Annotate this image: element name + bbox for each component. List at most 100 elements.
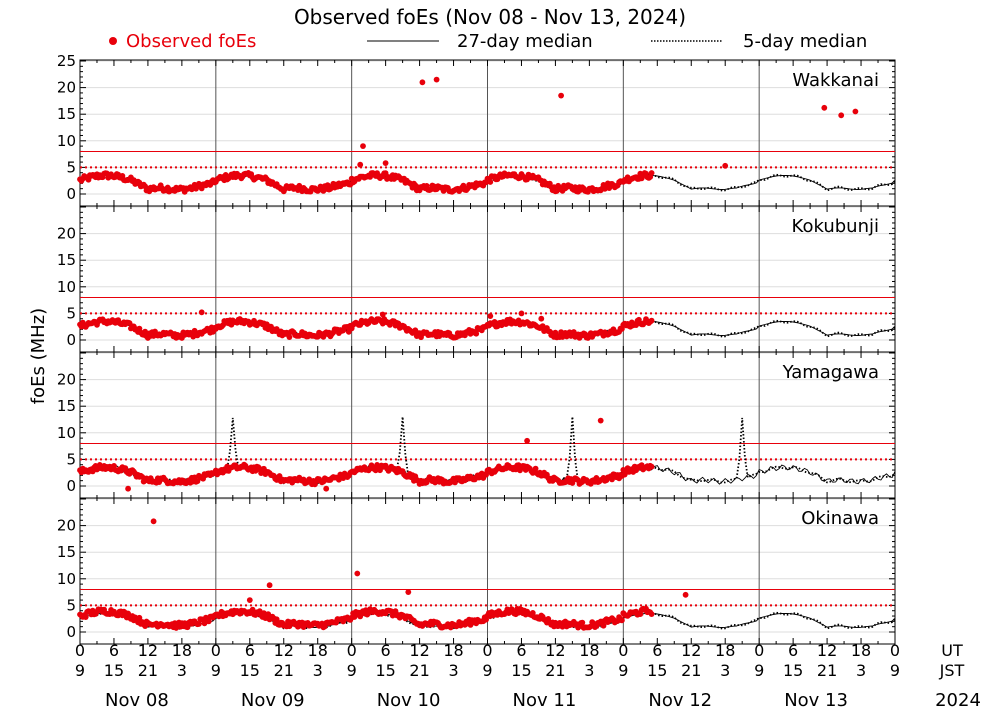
x-tick-label-ut: 18 [579, 641, 599, 660]
x-tick-label-jst: 21 [274, 661, 294, 680]
x-tick-label-jst: 15 [104, 661, 124, 680]
y-tick-label: 5 [66, 596, 76, 614]
x-tick-label-jst: 9 [75, 661, 85, 680]
observed-point [532, 465, 539, 472]
x-tick-label-ut: 12 [545, 641, 565, 660]
observed-point [487, 179, 494, 185]
x-tick-label-jst: 15 [511, 661, 531, 680]
observed-point-outlier [360, 143, 366, 150]
observed-point-outlier [266, 582, 273, 589]
x-tick-label-ut: 18 [443, 641, 463, 660]
observed-point [609, 476, 615, 483]
observed-point-outlier [487, 313, 494, 319]
observed-point-outlier [357, 161, 364, 168]
x-tick-label-ut: 6 [109, 641, 119, 660]
x-tick-label-jst: 3 [313, 661, 323, 680]
station-label: Kokubunji [792, 216, 879, 237]
legend: Observed foEs 27-day median 5-day median [109, 31, 867, 52]
legend-observed-label: Observed foEs [126, 31, 256, 52]
y-tick-label: 15 [57, 543, 76, 561]
x-tick-label-ut: 0 [75, 641, 85, 660]
station-label: Wakkanai [792, 70, 879, 91]
panel-okinawa: 0 5 10 15 20 Okinawa [57, 497, 896, 645]
x-tick-label-ut: 0 [890, 641, 900, 660]
chart-title: Observed foEs (Nov 08 - Nov 13, 2024) [294, 5, 686, 29]
observed-point-outlier [597, 417, 604, 424]
x-tick-label-ut: 6 [652, 641, 662, 660]
x-tick-label-ut: 18 [172, 641, 192, 660]
day-label: Nov 11 [513, 690, 577, 711]
x-tick-label-ut: 0 [347, 641, 357, 660]
x-tick-label-ut: 0 [754, 641, 764, 660]
x-tick-label-ut: 6 [516, 641, 526, 660]
observed-point-outlier [150, 518, 157, 525]
y-tick-label: 0 [66, 623, 76, 641]
day-label: Nov 10 [377, 690, 441, 711]
x-tick-label-ut: 6 [381, 641, 391, 660]
observed-point [196, 621, 202, 627]
observed-point [249, 606, 256, 613]
observed-point-outlier [379, 311, 386, 318]
observed-point-outlier [419, 79, 426, 86]
observed-point-outlier [125, 485, 131, 492]
x-tick-label-jst: 15 [240, 661, 260, 680]
x-tick-label-jst: 9 [618, 661, 628, 680]
panel-yamagawa: 0 5 10 15 20 Yamagawa [57, 351, 896, 499]
y-tick-label: 10 [57, 132, 76, 150]
panel-kokubunji: 0 5 10 15 20 Kokubunji [57, 205, 896, 353]
x-tick-label-ut: 18 [715, 641, 735, 660]
observed-point-outlier [323, 485, 330, 492]
observed-point [136, 614, 143, 621]
x-tick-label-jst: 21 [817, 661, 837, 680]
y-tick-label: 5 [66, 450, 76, 468]
jst-label: JST [939, 661, 965, 680]
y-axis-label: foEs (MHz) [28, 308, 49, 404]
observed-point [648, 317, 655, 324]
x-tick-label-ut: 0 [482, 641, 492, 660]
x-tick-label-jst: 15 [647, 661, 667, 680]
day-label: Nov 08 [105, 690, 169, 711]
observed-point [184, 624, 191, 631]
y-tick-label: 10 [57, 278, 76, 296]
x-tick-label-ut: 12 [409, 641, 429, 660]
observed-point [265, 611, 272, 618]
observed-point-outlier [198, 309, 205, 316]
x-tick-label-jst: 3 [856, 661, 866, 680]
x-tick-label-jst: 9 [347, 661, 357, 680]
observed-point-outlier [246, 597, 253, 603]
x-tick-label-jst: 9 [482, 661, 492, 680]
x-tick-label-ut: 12 [274, 641, 294, 660]
x-tick-label-jst: 21 [681, 661, 701, 680]
observed-point-outlier [518, 310, 525, 317]
y-tick-label: 20 [57, 371, 76, 389]
y-tick-label: 0 [66, 185, 76, 203]
observed-point [619, 617, 625, 624]
y-tick-label: 0 [66, 477, 76, 495]
x-tick-label-ut: 18 [308, 641, 328, 660]
y-tick-label: 20 [57, 517, 76, 535]
observed-point [648, 611, 655, 617]
x-tick-label-jst: 15 [375, 661, 395, 680]
observed-point [82, 614, 89, 620]
observed-point-outlier [538, 315, 545, 322]
x-tick-label-jst: 21 [409, 661, 429, 680]
legend-27day-label: 27-day median [457, 31, 593, 52]
x-tick-label-ut: 0 [618, 641, 628, 660]
legend-5day-label: 5-day median [743, 31, 867, 52]
day-label: Nov 13 [784, 690, 848, 711]
y-tick-label: 10 [57, 570, 76, 588]
day-label: Nov 12 [648, 690, 712, 711]
y-tick-label: 20 [57, 79, 76, 97]
x-tick-label-jst: 15 [783, 661, 803, 680]
observed-point-outlier [821, 104, 828, 111]
observed-point-outlier [558, 92, 564, 99]
x-tick-label-jst: 9 [211, 661, 221, 680]
observed-point [286, 334, 293, 340]
station-label: Yamagawa [782, 362, 879, 383]
station-label: Okinawa [801, 508, 879, 529]
y-tick-label: 5 [66, 304, 76, 322]
x-tick-label-jst: 3 [720, 661, 730, 680]
x-tick-label-jst: 21 [545, 661, 565, 680]
observed-point-outlier [838, 112, 845, 119]
